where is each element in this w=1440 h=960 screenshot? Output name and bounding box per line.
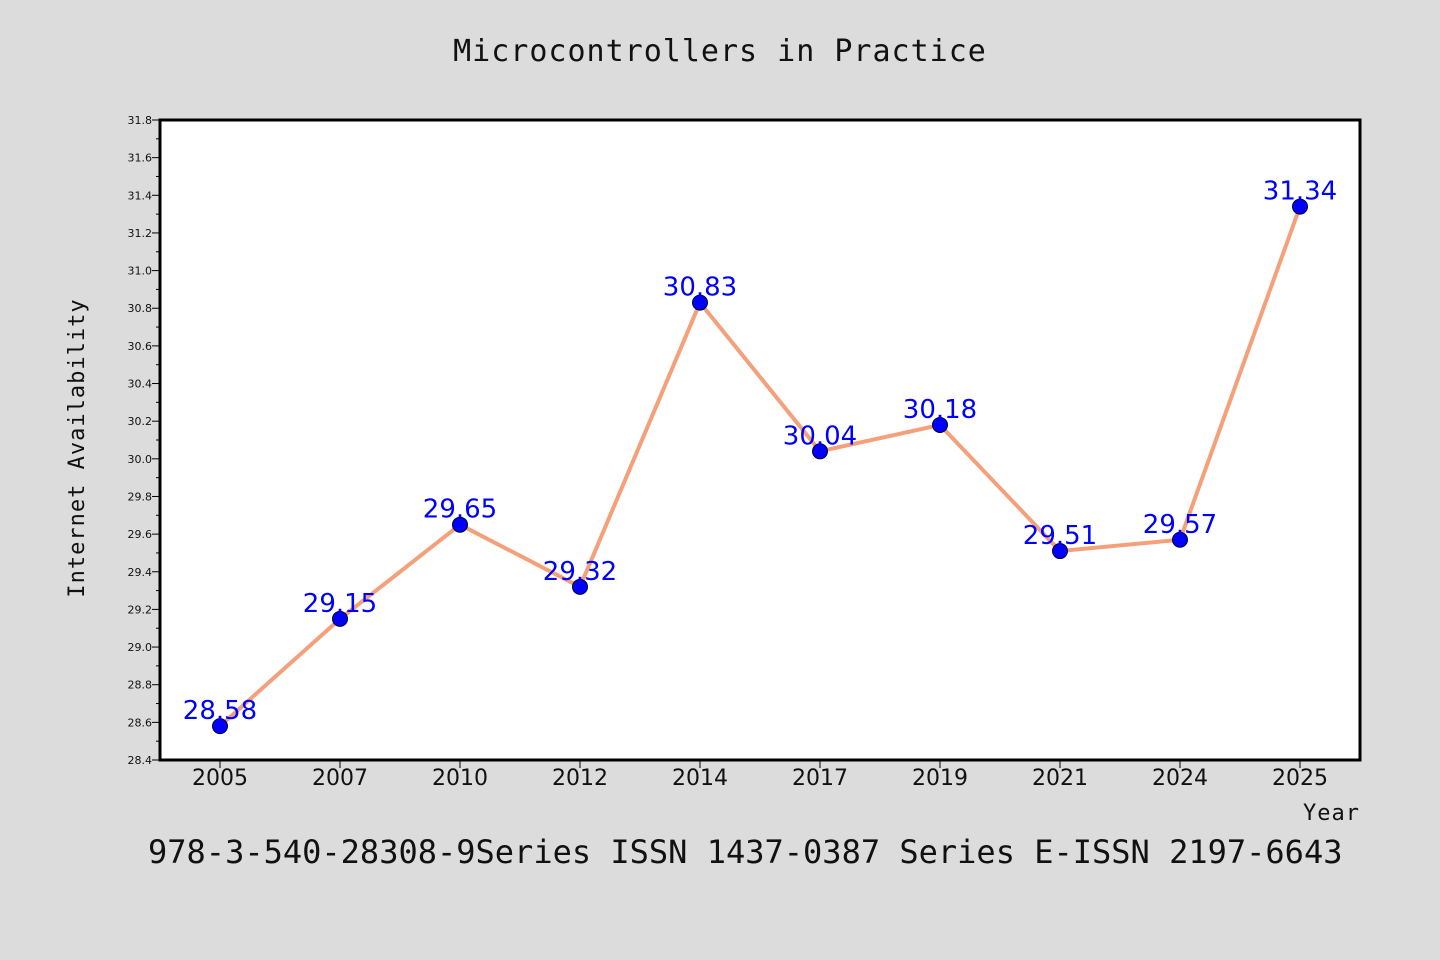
data-label: 29.65 <box>423 495 497 525</box>
x-tick-label: 2005 <box>192 766 248 791</box>
data-label: 29.57 <box>1143 510 1217 540</box>
y-tick-label: 29.2 <box>128 603 153 616</box>
y-tick-label: 31.8 <box>128 114 153 127</box>
y-tick-label: 31.6 <box>128 152 153 165</box>
y-tick-label: 30.0 <box>128 453 153 466</box>
x-tick-label: 2010 <box>432 766 488 791</box>
data-labels: 28.58 29.15 29.65 29.32 30.83 30.04 30.18 29.51… <box>183 177 1337 727</box>
data-point <box>812 443 828 460</box>
data-point <box>692 294 708 311</box>
data-point <box>1172 531 1188 548</box>
series-issn-text: 978-3-540-28308-9Series ISSN 1437-0387 S… <box>148 833 1343 871</box>
plot-area <box>158 118 1362 762</box>
y-axis: 28.4 28.6 28.8 29.0 29.2 29.4 29.6 29.8 30.0 30.2… <box>128 114 160 767</box>
data-label: 31.34 <box>1263 177 1337 207</box>
y-tick-label: 28.8 <box>128 679 153 692</box>
data-point <box>572 578 588 595</box>
x-axis: 2005 2007 2010 2012 2014 2017 2019 2021 2024 2025 <box>192 760 1328 791</box>
x-tick-label: 2012 <box>552 766 608 791</box>
y-tick-label: 28.4 <box>128 754 153 767</box>
data-label: 30.04 <box>783 421 857 451</box>
data-label: 30.18 <box>903 395 977 425</box>
y-axis-label: Internet Availability <box>65 298 90 597</box>
x-tick-label: 2019 <box>912 766 968 791</box>
data-point <box>932 416 948 433</box>
y-tick-label: 30.2 <box>128 415 153 428</box>
y-tick-label: 31.4 <box>128 189 153 202</box>
y-tick-label: 29.4 <box>128 566 153 579</box>
chart-title: Microcontrollers in Practice <box>453 34 987 69</box>
x-tick-label: 2024 <box>1152 766 1208 791</box>
data-label: 29.32 <box>543 557 617 587</box>
x-tick-label: 2017 <box>792 766 848 791</box>
x-tick-label: 2021 <box>1032 766 1088 791</box>
data-point <box>1292 198 1308 215</box>
x-tick-label: 2007 <box>312 766 368 791</box>
y-tick-label: 31.0 <box>128 265 153 278</box>
data-points <box>212 198 1308 735</box>
x-tick-label: 2025 <box>1272 766 1328 791</box>
data-point <box>1052 543 1068 560</box>
y-tick-label: 31.2 <box>128 227 153 240</box>
y-tick-label: 30.4 <box>128 378 153 391</box>
x-axis-label: Year <box>1303 801 1360 826</box>
y-tick-label: 28.6 <box>128 716 153 729</box>
data-label: 29.51 <box>1023 521 1097 551</box>
data-label: 29.15 <box>303 589 377 619</box>
series-line <box>218 204 1302 729</box>
y-tick-label: 30.8 <box>128 302 153 315</box>
data-label: 28.58 <box>183 696 257 726</box>
y-tick-label: 29.8 <box>128 490 153 503</box>
data-point <box>332 610 348 627</box>
y-tick-label: 30.6 <box>128 340 153 353</box>
x-tick-label: 2014 <box>672 766 728 791</box>
data-label: 30.83 <box>663 273 737 303</box>
y-tick-label: 29.6 <box>128 528 153 541</box>
data-point <box>452 516 468 533</box>
data-point <box>212 718 228 735</box>
y-tick-label: 29.0 <box>128 641 153 654</box>
